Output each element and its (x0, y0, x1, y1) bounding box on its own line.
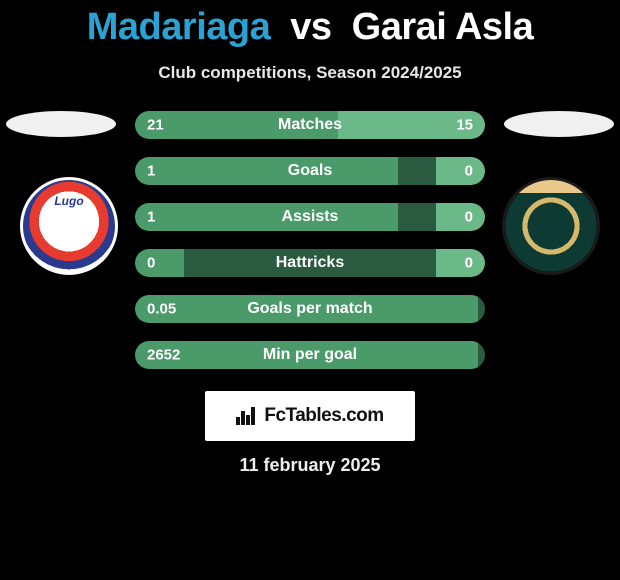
stat-label: Hattricks (135, 254, 485, 272)
stat-bar: 10Assists (135, 203, 485, 231)
vs-text: vs (290, 6, 331, 48)
stat-bar: 00Hattricks (135, 249, 485, 277)
comparison-stage: 2115Matches 10Goals 10Assists 00Hattricks 0.… (0, 111, 620, 369)
stat-label: Assists (135, 208, 485, 226)
stat-label: Min per goal (135, 346, 485, 364)
player1-club-badge (20, 177, 118, 275)
stat-label: Goals (135, 162, 485, 180)
player1-name: Madariaga (87, 6, 270, 48)
stat-bar: 2652Min per goal (135, 341, 485, 369)
date-text: 11 february 2025 (0, 455, 620, 476)
stat-label: Goals per match (135, 300, 485, 318)
player2-club-badge (502, 177, 600, 275)
site-badge[interactable]: FcTables.com (205, 391, 415, 441)
bar-chart-icon (236, 407, 258, 425)
stat-bar: 10Goals (135, 157, 485, 185)
subtitle: Club competitions, Season 2024/2025 (0, 63, 620, 83)
page-title: Madariaga vs Garai Asla (0, 0, 620, 49)
player1-photo-placeholder (6, 111, 116, 137)
stat-label: Matches (135, 116, 485, 134)
stat-bar: 0.05Goals per match (135, 295, 485, 323)
player2-name: Garai Asla (352, 6, 534, 48)
stat-bar: 2115Matches (135, 111, 485, 139)
site-label: FcTables.com (264, 405, 383, 427)
stat-bars: 2115Matches 10Goals 10Assists 00Hattricks 0.… (135, 111, 485, 369)
player2-photo-placeholder (504, 111, 614, 137)
